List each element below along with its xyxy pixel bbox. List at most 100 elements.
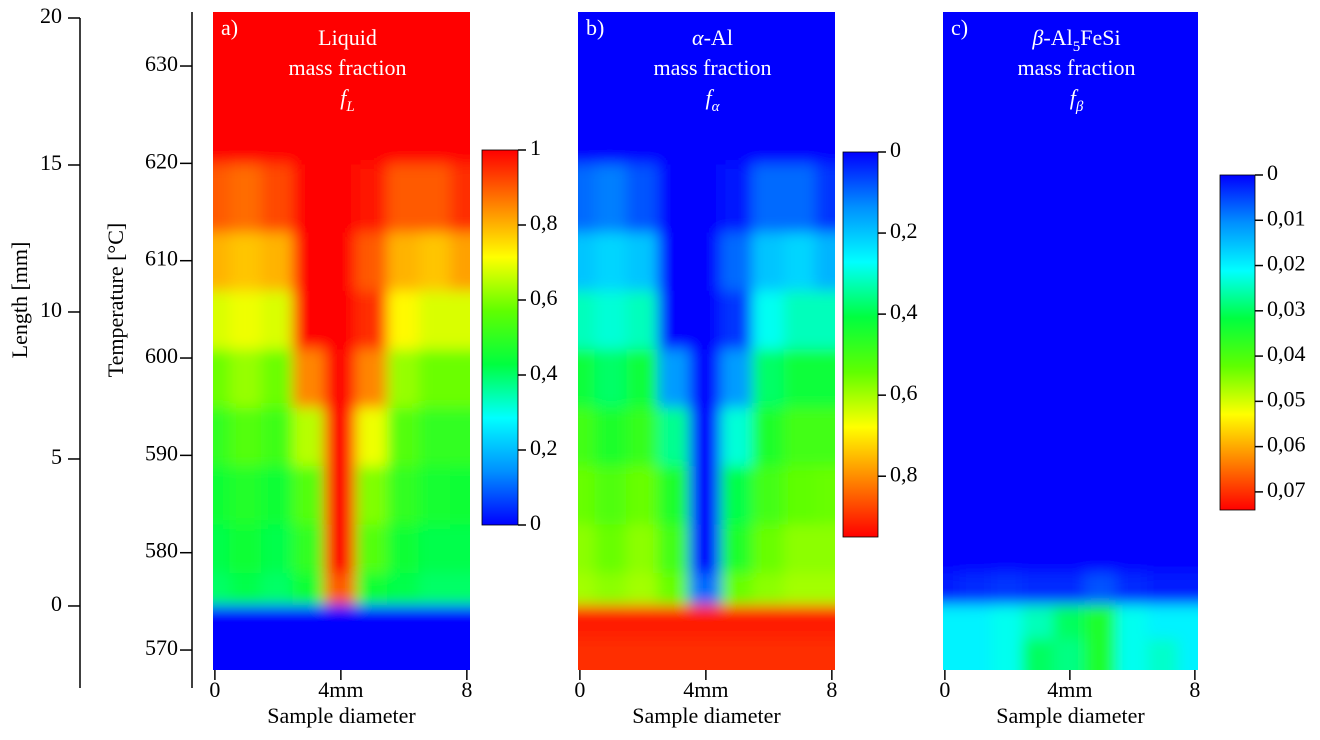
panel-title-part: α: [712, 99, 721, 115]
panel-title-part: Liquid: [318, 25, 377, 50]
heat-cell: [1115, 347, 1149, 408]
panel-label: c): [951, 15, 968, 40]
heat-cell: [1084, 602, 1118, 639]
heat-cell: [1022, 405, 1056, 467]
heat-cell: [229, 602, 264, 639]
heat-cell: [387, 522, 421, 574]
heat-cell: [815, 162, 835, 233]
heat-cell: [1022, 571, 1056, 605]
heat-cell: [594, 571, 629, 605]
heat-cell: [752, 347, 786, 408]
heat-cell: [594, 522, 629, 574]
heat-cell: [689, 347, 723, 408]
heat-cell: [1178, 84, 1198, 165]
heat-cell: [752, 84, 786, 165]
heat-cell: [990, 405, 1024, 467]
heat-cell: [324, 288, 358, 350]
heat-cell: [1147, 84, 1181, 165]
heat-cell: [720, 347, 755, 408]
heat-cell: [292, 571, 327, 605]
heat-cell: [578, 522, 597, 574]
heat-cell: [943, 288, 962, 350]
heat-cell: [213, 602, 232, 639]
heat-cell: [450, 602, 470, 639]
heat-cell: [720, 464, 755, 525]
heat-cell: [815, 464, 835, 525]
heat-cell: [626, 602, 660, 639]
heatmap-field: [213, 12, 470, 670]
heat-cell: [1147, 230, 1181, 291]
heat-cell: [578, 347, 597, 408]
heat-cell: [450, 162, 470, 233]
x-tick-label: 4mm: [683, 677, 728, 702]
heat-cell: [387, 347, 421, 408]
heat-cell: [990, 464, 1024, 525]
heat-cell: [626, 162, 660, 233]
heat-cell: [418, 84, 453, 165]
heat-cell: [292, 84, 327, 165]
heat-cell: [752, 12, 786, 87]
heat-cell: [815, 602, 835, 639]
heat-cell: [990, 602, 1024, 639]
panel-title-part: mass fraction: [1018, 55, 1136, 80]
colorbar-tick-label: 0,07: [1267, 477, 1306, 502]
heat-cell: [418, 162, 453, 233]
colorbar-tick-label: 0,8: [530, 210, 558, 235]
heat-cell: [626, 230, 660, 291]
heat-cell: [418, 230, 453, 291]
heat-cell: [783, 347, 818, 408]
heat-cell: [1053, 230, 1087, 291]
heat-cell: [578, 84, 597, 165]
heat-cell: [783, 636, 818, 670]
heat-cell: [815, 405, 835, 467]
heat-cell: [594, 347, 629, 408]
heat-cell: [1178, 12, 1198, 87]
heat-cell: [292, 405, 327, 467]
heat-cell: [1178, 522, 1198, 574]
heat-cell: [324, 636, 358, 670]
heat-cell: [324, 162, 358, 233]
heat-cell: [292, 602, 327, 639]
heat-cell: [752, 405, 786, 467]
x-tick-label: 8: [461, 677, 472, 702]
heat-cell: [213, 405, 232, 467]
heat-cell: [418, 522, 453, 574]
colorbar-tick-label: 0,05: [1267, 386, 1306, 411]
heat-cell: [959, 12, 993, 87]
heat-cell: [1022, 602, 1056, 639]
heat-cell: [959, 230, 993, 291]
heat-cell: [1115, 84, 1149, 165]
heat-cell: [990, 84, 1024, 165]
colorbar-tick-label: 0,4: [890, 299, 918, 324]
colorbar-tick-label: 0,03: [1267, 296, 1306, 321]
heat-cell: [689, 522, 723, 574]
heat-cell: [626, 636, 660, 670]
heat-cell: [578, 162, 597, 233]
panel-title: mass fraction: [654, 55, 772, 80]
heat-cell: [990, 571, 1024, 605]
heat-cell: [1022, 162, 1056, 233]
heat-cell: [213, 288, 232, 350]
x-tick-label: 8: [1189, 677, 1200, 702]
heat-cell: [418, 405, 453, 467]
heat-cell: [292, 230, 327, 291]
heat-cell: [815, 288, 835, 350]
panel-title-part: mass fraction: [289, 55, 407, 80]
heat-cell: [450, 405, 470, 467]
colorbar: [1219, 174, 1256, 511]
heat-cell: [720, 636, 755, 670]
heat-cell: [657, 522, 692, 574]
panel-title-part: L: [345, 99, 354, 115]
heatmap-cells: [578, 12, 835, 670]
heat-cell: [1178, 636, 1198, 670]
heat-cell: [418, 288, 453, 350]
heat-cell: [783, 522, 818, 574]
heat-cell: [261, 571, 295, 605]
heat-cell: [387, 84, 421, 165]
heat-cell: [578, 12, 597, 87]
heat-cell: [324, 230, 358, 291]
heat-cell: [943, 571, 962, 605]
heat-cell: [261, 84, 295, 165]
heat-cell: [1147, 571, 1181, 605]
